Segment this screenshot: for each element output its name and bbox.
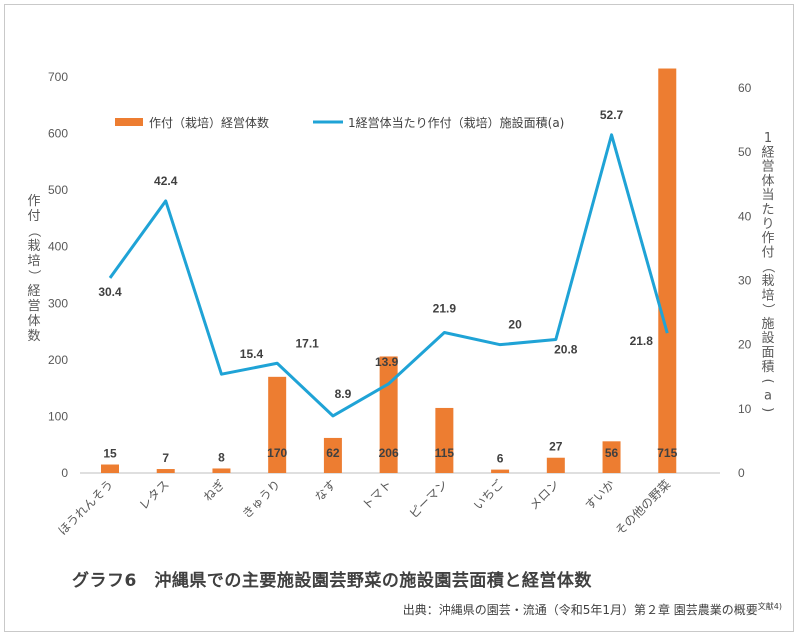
y-left-tick-label: 600: [48, 127, 68, 141]
y-left-tick-label: 500: [48, 183, 68, 197]
bar-value-label: 206: [379, 446, 399, 460]
axis-title-char: 経: [27, 284, 40, 299]
axis-title-char: 面: [761, 346, 774, 361]
axis-title-char: 栽: [761, 273, 774, 289]
y-left-tick-label: 0: [61, 466, 68, 480]
category-label: なす: [312, 477, 339, 504]
category-label: すいか: [582, 477, 617, 512]
y-right-tick-label: 0: [738, 466, 745, 480]
chart-source-text: 出典：沖縄県の園芸・流通（令和5年1月）第２章 園芸農業の概要: [402, 603, 758, 617]
axis-title-char: た: [761, 203, 774, 218]
bar-value-label: 15: [103, 447, 117, 461]
chart-title: グラフ6 沖縄県での主要施設園芸野菜の施設園芸面積と経営体数: [72, 571, 592, 591]
category-label: その他の野菜: [613, 477, 674, 538]
line-value-label: 20: [508, 318, 522, 332]
category-label: トマト: [359, 477, 394, 512]
axis-title-char: 施: [761, 317, 774, 332]
category-label: ピーマン: [407, 477, 451, 521]
bar-ねぎ: [212, 468, 231, 473]
category-label: いちご: [470, 477, 506, 513]
axis-title-char: (: [760, 379, 775, 384]
axis-title-char: a: [764, 388, 772, 403]
axis-title-char: 経: [761, 145, 774, 160]
y-axis-right-title: 1経営体当たり作付（栽培）施設面積 ( a): [760, 131, 775, 412]
line-value-label: 8.9: [335, 387, 352, 401]
axis-title-char: 培: [27, 253, 40, 269]
axis-title-char: 設: [761, 330, 774, 346]
line-value-label: 20.8: [554, 343, 578, 357]
bar-いちご: [491, 469, 510, 473]
y-axis-left-title: 作付（栽培） 経営体数: [26, 194, 41, 344]
axis-title-char: 付: [761, 245, 774, 260]
bar-レタス: [156, 469, 175, 473]
y-right-tick-label: 10: [738, 402, 752, 416]
line-value-label: 17.1: [296, 336, 320, 350]
line-value-label: 42.4: [154, 174, 178, 188]
y-left-tick-label: 200: [48, 353, 68, 367]
axis-title-char: 付: [27, 209, 40, 224]
axis-title-char: 作: [27, 194, 40, 209]
bar-value-label: 7: [162, 451, 169, 465]
axis-title-char: 当: [761, 188, 774, 203]
bar-value-label: 62: [326, 446, 340, 460]
line-value-label: 52.7: [600, 108, 624, 122]
bar-メロン: [546, 457, 565, 473]
y-right-tick-label: 60: [738, 81, 752, 95]
bar-ピーマン: [435, 407, 454, 473]
bar-value-label: 6: [497, 452, 504, 466]
bar-value-label: 170: [267, 446, 287, 460]
category-label: ほうれんそう: [55, 477, 116, 538]
bar-すいか: [602, 441, 621, 473]
y-right-tick-label: 20: [738, 338, 752, 352]
y-left-tick-label: 400: [48, 240, 68, 254]
line-value-label: 30.4: [98, 285, 122, 299]
axis-title-char: ）: [760, 303, 775, 316]
category-label: レタス: [136, 477, 171, 512]
y-left-tick-label: 300: [48, 296, 68, 310]
axis-title-char: 営: [27, 299, 40, 314]
bar-きゅうり: [268, 376, 287, 473]
line-value-label: 21.9: [433, 301, 457, 315]
axis-title-char: 作: [761, 231, 774, 246]
category-label: メロン: [527, 477, 562, 512]
bar-value-label: 56: [605, 446, 619, 460]
axis-title-char: 体: [27, 314, 40, 329]
y-left-tick-label: 100: [48, 409, 68, 423]
axis-title-char: （: [26, 224, 41, 237]
y-right-tick-label: 40: [738, 209, 752, 223]
y-right-tick-label: 50: [738, 145, 752, 159]
bar-なす: [323, 437, 342, 473]
legend-bar-swatch: [115, 118, 143, 126]
axis-title-char: 1: [764, 131, 772, 146]
bar-ほうれんそう: [101, 464, 119, 473]
axis-title-char: り: [761, 217, 774, 232]
series-line-area-per-entity: [108, 133, 669, 418]
legend-bar-label: 作付（栽培）経営体数: [149, 115, 269, 130]
bar-value-label: 8: [218, 450, 225, 464]
axis-title-char: 培: [761, 287, 774, 303]
legend-line-label: 1経営体当たり作付（栽培）施設面積(a): [348, 115, 564, 130]
category-label: きゅうり: [239, 477, 283, 521]
axis-title-char: 体: [761, 174, 774, 189]
axis-title-char: 数: [27, 329, 40, 344]
axis-title-char: （: [760, 260, 775, 273]
y-left-tick-label: 700: [48, 70, 68, 84]
axis-title-char: 営: [761, 160, 774, 175]
bar-その他の野菜: [658, 68, 677, 473]
axis-title-char: 積: [761, 360, 774, 375]
chart-source-sup: 文献4): [757, 602, 782, 611]
bar-value-label: 27: [549, 440, 563, 454]
bar-value-label: 715: [657, 446, 677, 460]
line-value-label: 21.8: [630, 334, 654, 348]
category-label: ねぎ: [201, 477, 228, 504]
axis-title-char: ）: [26, 269, 41, 282]
line-value-label: 15.4: [240, 347, 264, 361]
chart-source: 出典：沖縄県の園芸・流通（令和5年1月）第２章 園芸農業の概要文献4): [403, 601, 782, 618]
y-right-tick-label: 30: [738, 274, 752, 288]
line-value-label: 13.9: [375, 355, 399, 369]
axis-title-char: ): [760, 407, 775, 412]
bar-value-label: 115: [435, 446, 455, 460]
axis-title-char: 栽: [27, 238, 40, 254]
